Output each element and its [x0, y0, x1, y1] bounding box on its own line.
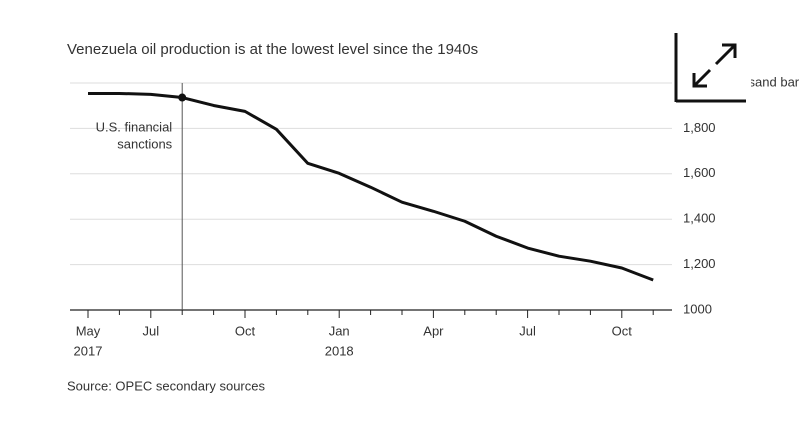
x-tick-label: Oct [235, 323, 256, 338]
expand-button-bg [676, 33, 751, 101]
annotation-point [178, 93, 187, 102]
source-note: Source: OPEC secondary sources [67, 378, 265, 393]
y-tick-label: 1000 [683, 301, 712, 316]
y-tick-label: 1,400 [683, 211, 716, 226]
chart-title: Venezuela oil production is at the lowes… [67, 41, 478, 58]
x-year-label: 2017 [74, 343, 103, 358]
x-tick-label: May [76, 323, 101, 338]
expand-button[interactable] [674, 33, 751, 103]
x-tick-label: Apr [423, 323, 444, 338]
line-series [88, 91, 654, 282]
x-tick-label: Jul [142, 323, 159, 338]
y-tick-label: 1,600 [683, 165, 716, 180]
x-year-label: 2018 [325, 343, 354, 358]
annotation-text: U.S. financial [96, 119, 173, 134]
y-tick-label: 1,200 [683, 256, 716, 271]
x-tick-label: Oct [612, 323, 633, 338]
x-tick-label: Jan [329, 323, 350, 338]
y-tick-label: 1,800 [683, 120, 716, 135]
expand-icon [692, 43, 737, 88]
annotation-text: sanctions [117, 136, 172, 151]
x-tick-label: Jul [519, 323, 536, 338]
